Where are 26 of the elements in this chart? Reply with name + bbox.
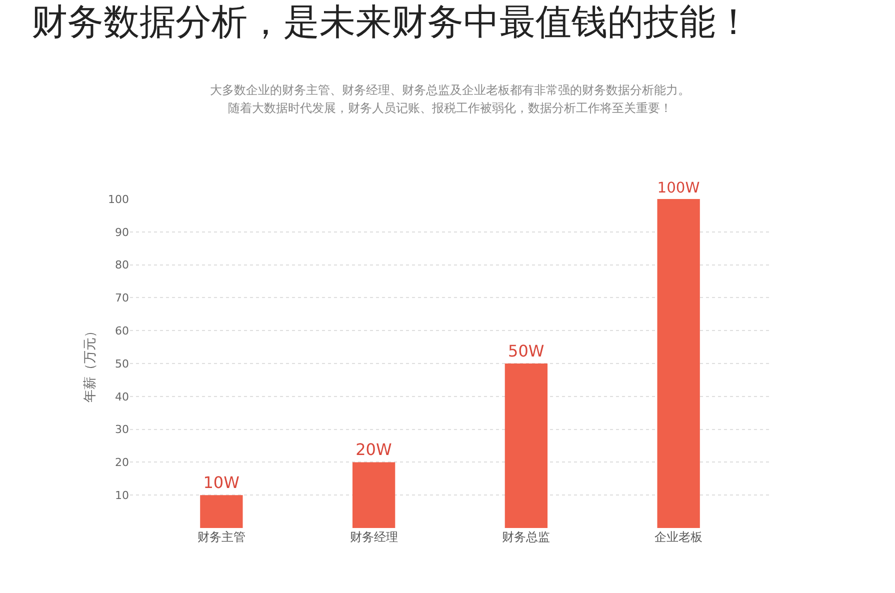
y-axis-title: 年薪（万元） xyxy=(82,324,98,402)
bar xyxy=(504,364,548,528)
data-label: 20W xyxy=(356,440,392,460)
bar xyxy=(200,495,243,528)
text: 随着大数据时代发展，财务人员记账、报税工作被弱化，数据分析工作将至关重要！ xyxy=(228,101,672,115)
y-tick-label: 20 xyxy=(115,456,129,470)
data-label: 100W xyxy=(657,179,700,196)
x-tick-label: 财务经理 xyxy=(350,530,398,544)
data-label: 10W xyxy=(203,473,240,492)
x-tick-label: 财务主管 xyxy=(197,530,246,544)
bar xyxy=(352,462,396,528)
x-tick-label: 企业老板 xyxy=(654,530,703,544)
y-tick-label: 60 xyxy=(115,324,129,338)
y-tick-label: 30 xyxy=(115,423,129,436)
y-tick-label: 50 xyxy=(115,357,129,370)
y-tick-label: 90 xyxy=(115,226,129,239)
y-tick-label: 100 xyxy=(108,192,129,206)
data-label: 50W xyxy=(508,342,544,360)
y-tick-label: 80 xyxy=(115,258,129,272)
bar xyxy=(657,199,700,528)
y-tick-label: 70 xyxy=(115,292,129,305)
chart-title: 财务数据分析，是未来财务中最值钱的技能！ xyxy=(31,2,752,44)
chart-subtitle: 大多数企业的财务主管、财务经理、财务总监及企业老板都有非常强的财务数据分析能力。 xyxy=(210,83,690,97)
x-tick-label: 财务总监 xyxy=(502,530,550,544)
y-tick-label: 10 xyxy=(115,488,129,502)
y-tick-label: 40 xyxy=(115,390,129,404)
